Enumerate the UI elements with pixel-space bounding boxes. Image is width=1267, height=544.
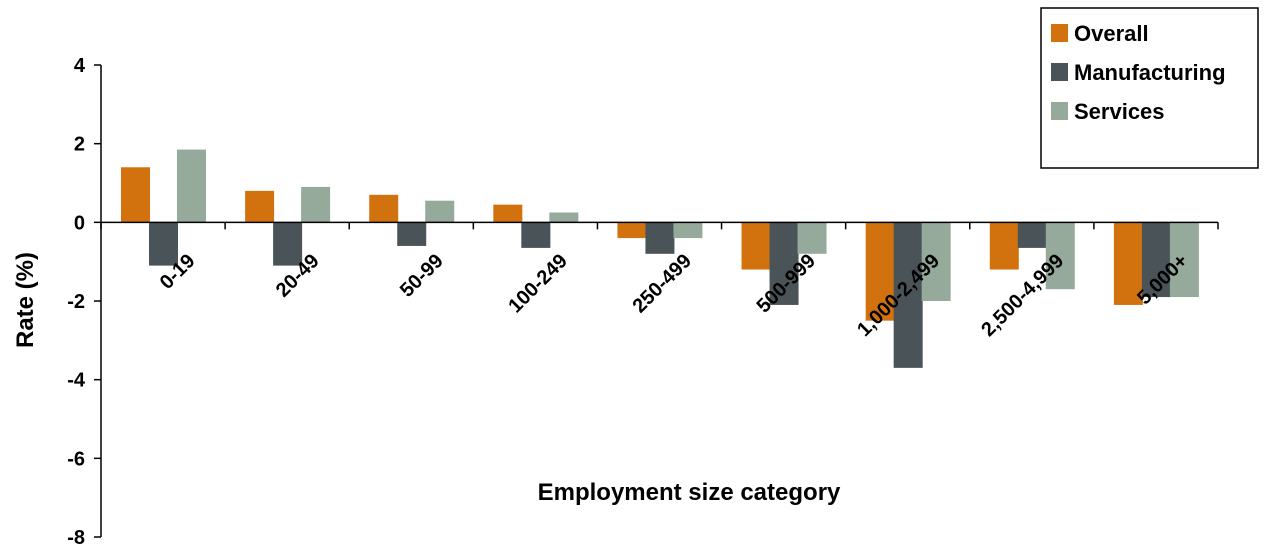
bar-overall-4 [617,222,647,239]
y-tick-label: 4 [74,55,86,77]
bar-services-3 [549,212,579,223]
y-tick-label: -8 [67,527,85,544]
y-tick-label: -4 [67,370,86,392]
legend-swatch-services [1051,102,1068,120]
bar-manufacturing-3 [521,222,551,248]
bar-overall-3 [493,204,523,223]
legend-label-services: Services [1074,99,1165,124]
x-tick-label: 50-99 [396,250,448,302]
bar-manufacturing-4 [645,222,675,254]
bar-overall-2 [369,194,399,223]
y-axis: 4 2 0 -2 -4 -6 -8 [67,55,102,544]
legend-swatch-manufacturing [1051,63,1068,81]
bar-overall-0 [121,167,150,223]
bar-services-6 [921,222,951,301]
y-axis-title: Rate (%) [12,252,39,348]
bar-overall-1 [245,190,275,223]
y-tick-label: -2 [67,291,85,313]
bar-services-8 [1169,222,1199,298]
bar-overall-7 [989,222,1019,270]
y-tick-label: 2 [74,134,85,156]
legend-box [1040,7,1259,169]
bar-overall-5 [741,222,771,270]
bar-manufacturing-7 [1017,222,1047,248]
bar-manufacturing-1 [273,222,303,266]
legend: Overall Manufacturing Services [1040,7,1259,169]
x-tick-label: 100-249 [504,250,571,317]
bar-overall-6 [865,222,895,321]
bar-manufacturing-6 [893,222,923,368]
bar-services-7 [1045,222,1075,290]
bar-overall-8 [1113,222,1143,305]
bar-services-1 [301,186,331,223]
x-tick-label: 250-499 [629,250,696,317]
bar-services-4 [673,222,703,239]
bar-services-0 [177,149,206,223]
bar-services-2 [425,200,455,223]
legend-label-manufacturing: Manufacturing [1074,60,1226,85]
y-tick-label: 0 [74,212,85,234]
bar-services-5 [797,222,827,254]
bar-manufacturing-5 [769,222,799,305]
bars [121,149,1199,368]
legend-label-overall: Overall [1074,21,1149,46]
bar-manufacturing-8 [1141,222,1171,298]
bar-manufacturing-0 [149,222,178,266]
y-tick-label: -6 [67,448,85,470]
bar-manufacturing-2 [397,222,427,246]
x-axis-title: Employment size category [538,479,841,506]
legend-swatch-overall [1051,24,1068,42]
